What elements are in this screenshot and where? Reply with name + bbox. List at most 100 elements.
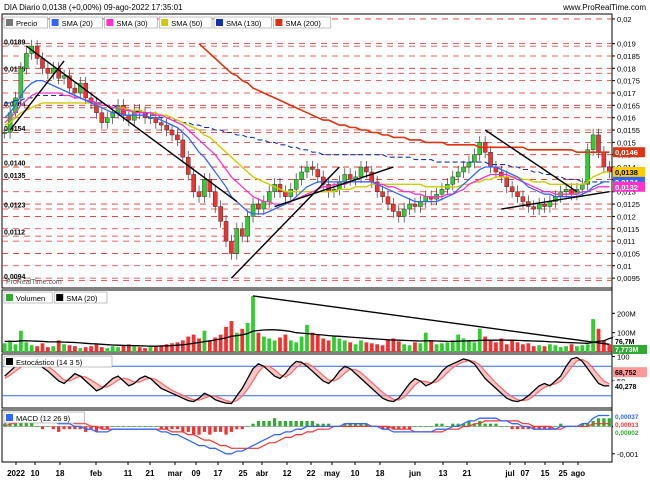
volume-bar[interactable] [440, 343, 444, 352]
price-candle[interactable] [374, 181, 380, 192]
price-candle[interactable] [72, 87, 78, 94]
volume-bar[interactable] [110, 346, 115, 352]
volume-bar[interactable] [596, 328, 601, 352]
volume-bar[interactable] [62, 344, 66, 352]
price-candle[interactable] [310, 166, 315, 170]
volume-bar[interactable] [132, 346, 137, 352]
volume-bar[interactable] [418, 343, 423, 352]
price-candle[interactable] [164, 124, 169, 131]
volume-bar[interactable] [153, 346, 158, 352]
volume-bar[interactable] [548, 344, 552, 352]
volume-bar[interactable] [402, 344, 407, 352]
price-candle[interactable] [45, 68, 51, 74]
volume-bar[interactable] [299, 336, 304, 352]
volume-bar[interactable] [267, 338, 272, 352]
legend-item-box[interactable] [158, 16, 213, 29]
volume-bar[interactable] [310, 332, 315, 352]
volume-bar[interactable] [283, 334, 288, 352]
price-candle[interactable] [175, 134, 180, 141]
price-candle[interactable] [450, 176, 456, 185]
volume-bar[interactable] [602, 340, 606, 352]
volume-bar[interactable] [510, 340, 515, 352]
price-candle[interactable] [347, 174, 353, 180]
price-candle[interactable] [67, 75, 72, 89]
volume-bar[interactable] [29, 345, 34, 352]
volume-bar[interactable] [607, 344, 612, 352]
volume-bar[interactable] [369, 343, 374, 352]
volume-bar[interactable] [364, 342, 369, 352]
volume-bar[interactable] [359, 340, 363, 352]
volume-bar[interactable] [332, 336, 336, 352]
price-candle[interactable] [477, 142, 482, 155]
price-candle[interactable] [504, 176, 509, 187]
price-candle[interactable] [202, 179, 207, 197]
price-candle[interactable] [212, 191, 218, 207]
price-candle[interactable] [418, 201, 423, 207]
price-candle[interactable] [455, 171, 461, 178]
price-candle[interactable] [261, 201, 267, 210]
price-candle[interactable] [223, 221, 229, 242]
price-candle[interactable] [110, 112, 115, 118]
price-candle[interactable] [439, 189, 445, 195]
price-candle[interactable] [51, 68, 56, 74]
volume-bar[interactable] [13, 344, 18, 352]
volume-bar[interactable] [558, 347, 563, 352]
price-candle[interactable] [364, 166, 369, 173]
price-candle[interactable] [126, 115, 132, 121]
volume-bar[interactable] [564, 346, 569, 352]
volume-bar[interactable] [553, 345, 558, 352]
price-candle[interactable] [569, 189, 574, 195]
volume-bar[interactable] [105, 348, 110, 352]
volume-bar[interactable] [391, 338, 396, 352]
volume-bar[interactable] [585, 344, 590, 352]
volume-bar[interactable] [483, 336, 488, 352]
legend-item-box[interactable] [104, 16, 158, 29]
price-candle[interactable] [18, 68, 24, 99]
price-candle[interactable] [256, 203, 261, 210]
volume-bar[interactable] [294, 342, 299, 352]
volume-bar[interactable] [2, 343, 7, 352]
price-candle[interactable] [283, 191, 288, 197]
price-candle[interactable] [509, 186, 515, 192]
price-candle[interactable] [396, 211, 402, 217]
volume-bar[interactable] [521, 344, 525, 352]
price-candle[interactable] [542, 203, 547, 207]
volume-bar[interactable] [143, 348, 147, 352]
volume-bar[interactable] [326, 340, 331, 352]
stochastic-legend-item[interactable] [3, 355, 113, 368]
price-candle[interactable] [2, 132, 7, 134]
price-candle[interactable] [520, 196, 526, 202]
volume-bar[interactable] [99, 347, 104, 352]
volume-bar[interactable] [429, 340, 434, 352]
volume-bar[interactable] [170, 343, 174, 352]
price-candle[interactable] [234, 228, 240, 254]
price-candle[interactable] [385, 196, 391, 205]
volume-bar[interactable] [245, 323, 250, 352]
price-candle[interactable] [515, 191, 520, 197]
price-candle[interactable] [24, 53, 29, 69]
price-candle[interactable] [391, 203, 396, 212]
legend-item-box[interactable] [273, 16, 332, 29]
volume-bar[interactable] [315, 334, 320, 352]
price-candle[interactable] [191, 174, 196, 192]
price-candle[interactable] [380, 191, 385, 197]
price-candle[interactable] [266, 191, 272, 202]
volume-bar[interactable] [24, 342, 29, 352]
volume-bar[interactable] [407, 345, 412, 352]
price-candle[interactable] [239, 228, 245, 237]
volume-bar[interactable] [456, 334, 461, 352]
macd-legend-item[interactable] [3, 411, 85, 424]
volume-bar[interactable] [67, 345, 72, 352]
volume-bar[interactable] [164, 344, 169, 352]
price-candle[interactable] [304, 166, 310, 173]
price-candle[interactable] [180, 139, 186, 158]
volume-bar[interactable] [380, 345, 385, 352]
volume-bar[interactable] [234, 332, 239, 352]
volume-bar[interactable] [445, 342, 450, 352]
volume-bar[interactable] [35, 346, 39, 352]
volume-bar[interactable] [207, 340, 212, 352]
volume-bar[interactable] [499, 338, 504, 352]
price-candle[interactable] [315, 169, 321, 178]
volume-bar[interactable] [213, 337, 218, 353]
